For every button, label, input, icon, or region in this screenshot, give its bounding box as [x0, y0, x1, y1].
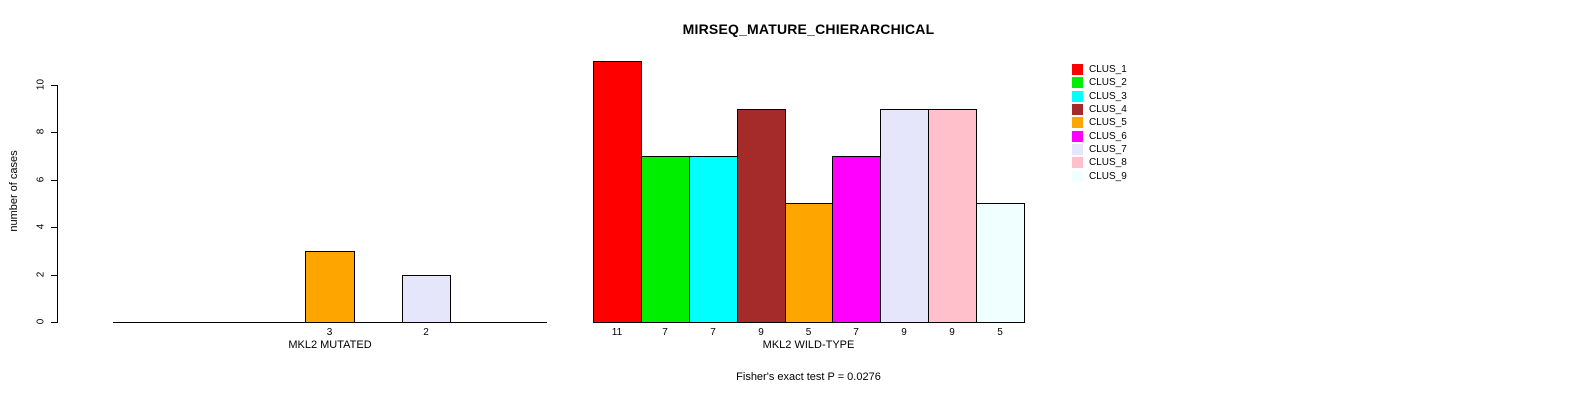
legend-entry: CLUS_8: [1072, 156, 1127, 169]
legend-label: CLUS_7: [1089, 143, 1127, 155]
bar-CLUS_2-mkl2-wild-type: [641, 156, 690, 323]
legend-swatch-CLUS_3: [1072, 90, 1083, 102]
legend-swatch-CLUS_4: [1072, 104, 1083, 116]
group-label-mkl2-mutated: MKL2 MUTATED: [288, 339, 372, 351]
chart-title: MIRSEQ_MATURE_CHIERARCHICAL: [682, 21, 935, 37]
legend-entry: CLUS_7: [1072, 143, 1127, 156]
bar-value-label: 9: [901, 327, 907, 338]
legend: CLUS_1 CLUS_2 CLUS_3 CLUS_4 CLUS_5 CLUS_6 CLUS…: [1072, 63, 1127, 183]
legend-entry: CLUS_9: [1072, 169, 1127, 182]
bar-CLUS_5-mkl2-mutated: [305, 251, 355, 323]
bar-value-label: 5: [997, 327, 1003, 338]
y-tick-label: 0: [35, 318, 47, 325]
y-tick: [51, 85, 57, 86]
bar-CLUS_8-mkl2-wild-type: [928, 109, 977, 323]
legend-entry: CLUS_2: [1072, 76, 1127, 89]
legend-swatch-CLUS_1: [1072, 64, 1083, 76]
legend-swatch-CLUS_7: [1072, 143, 1083, 155]
bar-value-label: 3: [326, 327, 333, 338]
y-tick: [51, 275, 57, 276]
bar-value-label: 9: [949, 327, 955, 338]
y-tick-label: 8: [35, 128, 47, 135]
legend-label: CLUS_1: [1089, 64, 1127, 76]
bar-value-label: 11: [611, 327, 623, 338]
y-tick: [51, 132, 57, 133]
legend-swatch-CLUS_5: [1072, 117, 1083, 129]
legend-label: CLUS_2: [1089, 77, 1127, 89]
group-label-mkl2-wild-type: MKL2 WILD-TYPE: [762, 339, 855, 351]
y-axis-label: number of cases: [8, 150, 20, 232]
legend-label: CLUS_8: [1089, 157, 1127, 169]
y-tick: [51, 180, 57, 181]
bar-CLUS_6-mkl2-wild-type: [832, 156, 881, 323]
legend-label: CLUS_4: [1089, 104, 1127, 116]
legend-label: CLUS_5: [1089, 117, 1127, 129]
bar-CLUS_5-mkl2-wild-type: [785, 203, 833, 323]
legend-entry: CLUS_1: [1072, 63, 1127, 76]
y-tick: [51, 227, 57, 228]
bar-CLUS_1-mkl2-wild-type: [593, 61, 642, 323]
bar-CLUS_3-mkl2-wild-type: [689, 156, 738, 323]
y-tick-label: 6: [35, 176, 47, 183]
bar-value-label: 9: [758, 327, 764, 338]
bar-CLUS_7-mkl2-mutated: [402, 275, 451, 323]
annotation-fishers-exact-test: Fisher's exact test P = 0.0276: [736, 371, 881, 383]
bar-CLUS_4-mkl2-wild-type: [737, 109, 786, 323]
y-tick-label: 4: [35, 223, 47, 230]
legend-label: CLUS_9: [1089, 170, 1127, 182]
bar-value-label: 7: [853, 327, 859, 338]
legend-swatch-CLUS_6: [1072, 130, 1083, 142]
bar-CLUS_9-mkl2-wild-type: [976, 203, 1025, 323]
legend-swatch-CLUS_8: [1072, 157, 1083, 169]
y-axis-line: [57, 85, 58, 323]
legend-label: CLUS_3: [1089, 90, 1127, 102]
legend-swatch-CLUS_2: [1072, 77, 1083, 89]
y-tick-label: 10: [35, 78, 47, 91]
bar-value-label: 7: [662, 327, 668, 338]
bar-CLUS_7-mkl2-wild-type: [880, 109, 929, 323]
legend-entry: CLUS_3: [1072, 90, 1127, 103]
legend-entry: CLUS_6: [1072, 129, 1127, 142]
legend-swatch-CLUS_9: [1072, 170, 1083, 182]
y-tick: [51, 322, 57, 323]
legend-entry: CLUS_5: [1072, 116, 1127, 129]
legend-entry: CLUS_4: [1072, 103, 1127, 116]
bar-value-label: 2: [423, 327, 429, 338]
legend-label: CLUS_6: [1089, 130, 1127, 142]
y-tick-label: 2: [35, 271, 47, 278]
bar-value-label: 7: [710, 327, 716, 338]
bar-value-label: 5: [805, 327, 812, 338]
